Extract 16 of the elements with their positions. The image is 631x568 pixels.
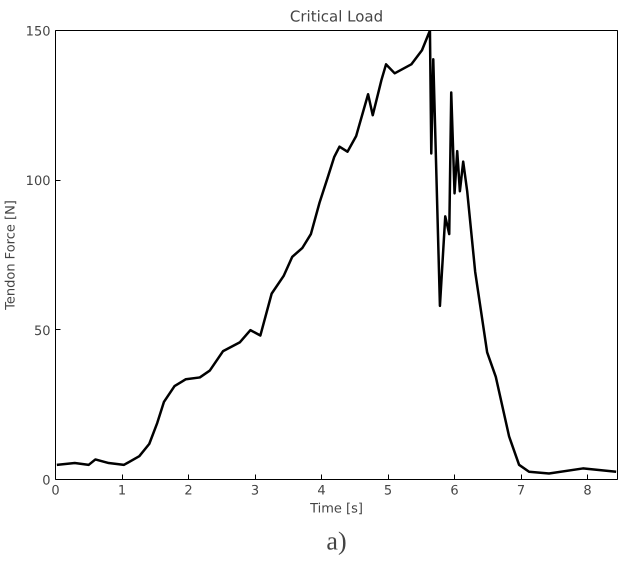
y-tick-label: 0 [42, 474, 51, 488]
x-axis-title: Time [s] [309, 502, 363, 516]
x-tick-label: 7 [516, 484, 526, 498]
x-tick-label: 6 [450, 484, 459, 498]
y-tick-label: 50 [34, 324, 51, 339]
y-axis-title: Tendon Force [N] [4, 200, 19, 311]
x-tick-label: 1 [118, 484, 126, 498]
x-tick-label: 3 [250, 484, 260, 498]
x-tick-label: 8 [583, 484, 592, 498]
y-tick-label: 100 [26, 174, 51, 190]
y-tick-label: 150 [26, 24, 51, 40]
chart-title: Critical Load [290, 8, 384, 26]
x-tick-label: 2 [184, 484, 193, 498]
text: a) [326, 526, 347, 556]
x-tick-label: 4 [317, 484, 326, 498]
x-tick-label: 5 [384, 484, 392, 498]
